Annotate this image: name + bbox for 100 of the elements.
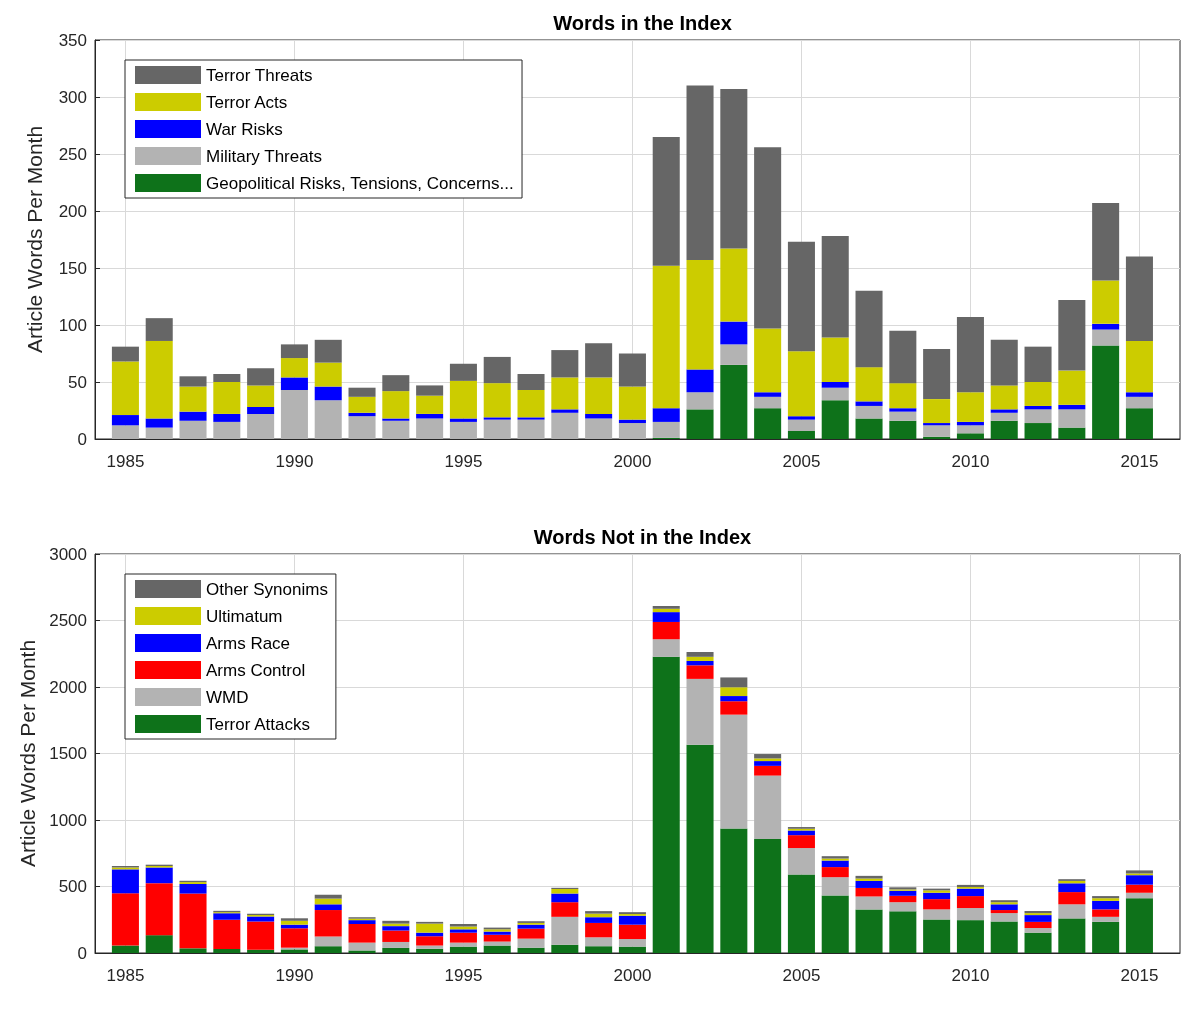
bar: [213, 919, 241, 950]
x-tick-label: 2005: [782, 452, 821, 471]
bar: [382, 930, 410, 942]
bar: [855, 418, 883, 439]
legend-label: Arms Control: [206, 660, 306, 680]
bar: [1092, 280, 1120, 324]
y-tick-label: 350: [58, 30, 87, 50]
x-tick-label: 1985: [106, 966, 145, 985]
bar: [1058, 883, 1086, 893]
bar: [618, 423, 646, 439]
bar: [754, 758, 782, 762]
x-tick-label: 2005: [782, 966, 821, 985]
bar: [1024, 915, 1052, 922]
bar: [787, 835, 815, 849]
bar: [855, 405, 883, 419]
bar: [889, 408, 917, 412]
bar: [956, 908, 984, 921]
bar: [618, 915, 646, 925]
bar: [1058, 370, 1086, 405]
bar: [517, 938, 545, 948]
bar: [923, 892, 951, 900]
y-tick-label: 200: [58, 201, 87, 221]
bar: [686, 369, 714, 393]
bar: [483, 945, 511, 953]
bar: [314, 946, 342, 953]
bar: [754, 761, 782, 766]
legend-label: Other Synonims: [206, 579, 328, 599]
bar: [1024, 932, 1052, 953]
bar: [585, 911, 613, 914]
bar: [720, 344, 748, 365]
bar: [787, 351, 815, 417]
bar: [145, 427, 173, 439]
bar: [111, 893, 139, 946]
bar: [551, 893, 579, 903]
bar: [247, 385, 275, 408]
bar: [416, 948, 444, 953]
bar: [1024, 382, 1052, 406]
bar: [517, 419, 545, 439]
bar: [754, 838, 782, 953]
bar: [990, 904, 1018, 911]
bar: [416, 385, 444, 396]
bar: [483, 934, 511, 942]
x-tick-label: 2015: [1120, 452, 1159, 471]
bar: [314, 362, 342, 387]
bar: [652, 608, 680, 613]
bar: [111, 945, 139, 953]
bar: [449, 946, 477, 953]
bar: [686, 665, 714, 679]
bar: [1024, 346, 1052, 382]
bar: [280, 389, 308, 439]
bar: [145, 340, 173, 419]
bar: [517, 924, 545, 929]
bar: [787, 419, 815, 432]
bar: [821, 337, 849, 382]
bar: [956, 317, 984, 393]
legend-label: Terror Threats: [206, 65, 313, 85]
bar: [720, 248, 748, 322]
bar: [348, 950, 376, 953]
bar: [1024, 423, 1052, 439]
bar: [551, 409, 579, 413]
bar: [956, 392, 984, 422]
bar: [855, 909, 883, 953]
legend-label: Terror Acts: [206, 92, 288, 112]
bar: [754, 775, 782, 839]
bar: [585, 946, 613, 953]
bar: [1092, 345, 1120, 439]
bar: [686, 652, 714, 657]
y-axis-title: Article Words Per Month: [16, 639, 40, 868]
bar: [754, 754, 782, 759]
bar: [754, 396, 782, 409]
bar: [923, 919, 951, 953]
bar: [855, 887, 883, 897]
bar: [382, 947, 410, 953]
bar: [179, 420, 207, 439]
bar: [145, 883, 173, 936]
bar: [821, 236, 849, 338]
bar: [449, 418, 477, 422]
bar: [889, 902, 917, 912]
bar: [990, 921, 1018, 953]
bar: [213, 949, 241, 953]
chart-title: Words Not in the Index: [533, 526, 752, 548]
bar: [1092, 900, 1120, 910]
bar: [585, 917, 613, 923]
y-tick-label: 3000: [49, 544, 87, 564]
y-tick-label: 2500: [49, 611, 87, 630]
bar: [652, 421, 680, 438]
x-tick-label: 2010: [951, 966, 990, 985]
bar: [652, 656, 680, 953]
bar: [821, 860, 849, 868]
bar: [449, 380, 477, 419]
y-tick-label: 1000: [49, 810, 87, 830]
bar: [1058, 409, 1086, 428]
bar: [382, 926, 410, 931]
bar: [754, 765, 782, 776]
legend-label: WMD: [206, 687, 249, 707]
bar: [1125, 408, 1153, 439]
bar: [821, 387, 849, 401]
bar: [517, 389, 545, 418]
bar: [348, 924, 376, 943]
bar: [280, 344, 308, 359]
